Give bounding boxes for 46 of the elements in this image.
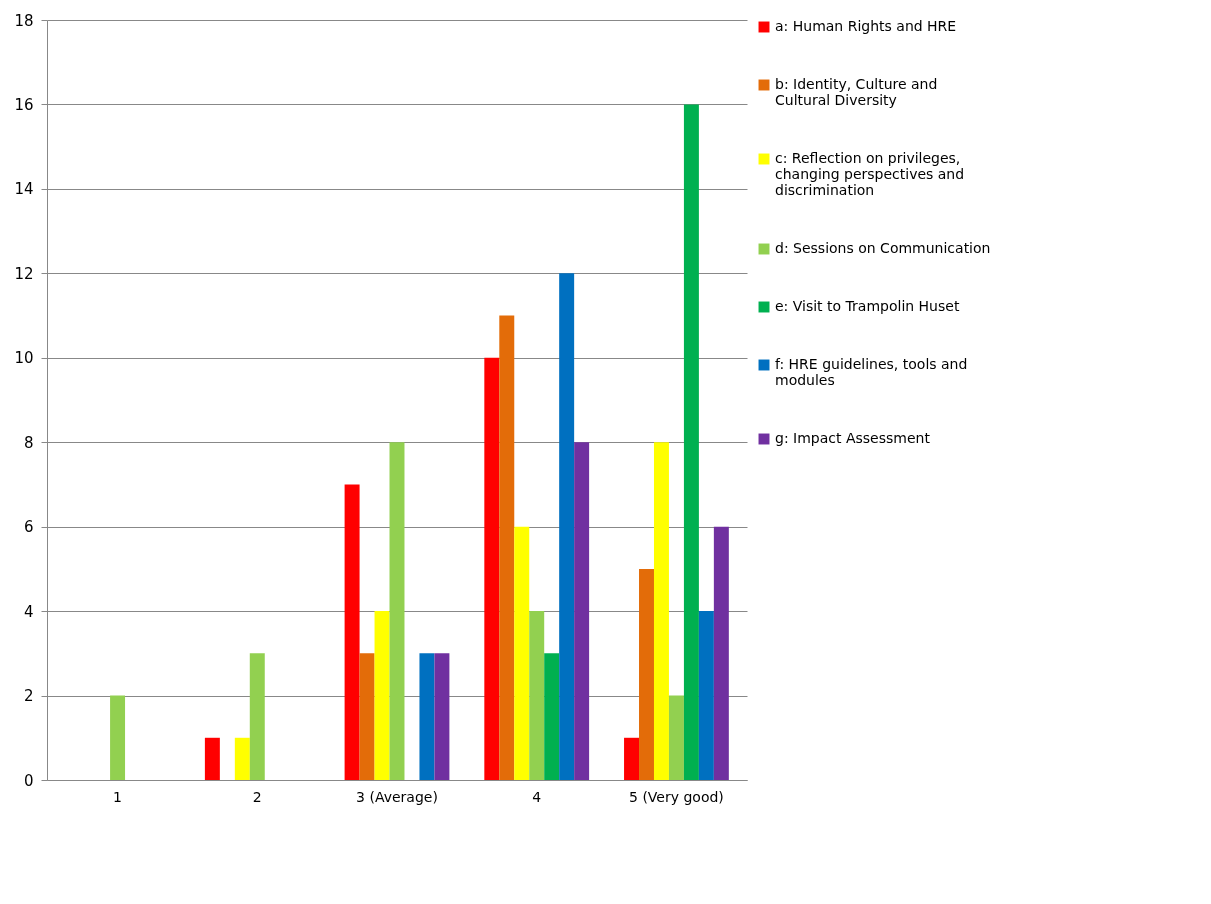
bar	[419, 653, 435, 780]
bar	[574, 442, 590, 780]
bar	[434, 653, 450, 780]
bar	[713, 526, 729, 780]
bar	[668, 695, 684, 780]
x-tick-label: 3 (Average)	[356, 788, 438, 805]
y-tick-label: 2	[23, 687, 34, 706]
x-tick-label: 4	[532, 788, 542, 805]
bar	[359, 653, 375, 780]
bar	[559, 273, 575, 780]
y-tick-label: 16	[14, 95, 34, 114]
y-tick-label: 14	[14, 180, 34, 199]
bar	[344, 484, 360, 780]
bar	[624, 737, 640, 780]
y-tick-label: 8	[23, 433, 34, 452]
bar	[514, 526, 530, 780]
bar	[389, 442, 405, 780]
bar	[110, 695, 126, 780]
x-tick-label: 2	[252, 788, 262, 805]
bar	[683, 104, 699, 780]
bar	[234, 737, 250, 780]
legend-label: g: Impact Assessment	[775, 430, 931, 446]
legend-label: c: Reflection on privileges, changing perspectives and discrimination	[775, 150, 965, 198]
y-tick-label: 0	[23, 771, 34, 790]
legend-label: b: Identity, Culture and Cultural Diversity	[775, 76, 938, 108]
bar	[544, 653, 560, 780]
bar	[374, 611, 390, 780]
y-tick-label: 10	[14, 349, 34, 368]
bar	[484, 357, 500, 780]
bar	[204, 737, 220, 780]
y-tick-label: 6	[23, 518, 34, 537]
legend-label: a: Human Rights and HRE	[775, 18, 957, 34]
bar	[529, 611, 545, 780]
bar	[249, 653, 265, 780]
bar	[698, 611, 714, 780]
y-tick-label: 18	[14, 11, 34, 30]
x-tick-label: 1	[113, 788, 123, 805]
bar	[499, 315, 515, 780]
y-tick-label: 4	[23, 602, 34, 621]
y-tick-label: 12	[14, 264, 34, 283]
bar	[639, 568, 654, 780]
legend-label: d: Sessions on Communication	[775, 240, 991, 256]
legend-label: f: HRE guidelines, tools and modules	[775, 356, 968, 388]
x-tick-label: 5 (Very good)	[629, 788, 724, 805]
bar	[653, 442, 669, 780]
legend-label: e: Visit to Trampolin Huset	[775, 298, 960, 314]
